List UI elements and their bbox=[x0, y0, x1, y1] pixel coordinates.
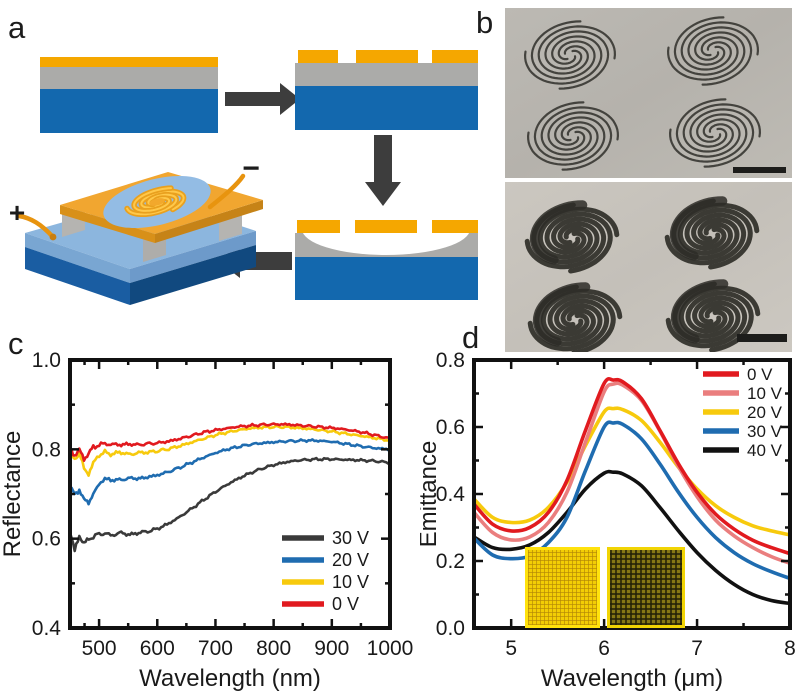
substrate-right-face bbox=[130, 231, 256, 283]
spiral-pattern-group bbox=[523, 16, 762, 171]
y-tick-label: 0.8 bbox=[32, 438, 61, 461]
legend-label: 20 V bbox=[747, 403, 783, 422]
series-curve-30V bbox=[68, 456, 392, 553]
plus-terminal-label: + bbox=[9, 197, 25, 228]
device-3d-illustration: + − bbox=[9, 152, 263, 305]
substrate-front-face bbox=[25, 233, 130, 283]
legend-label: 0 V bbox=[747, 365, 773, 384]
y-tick-label: 0.6 bbox=[32, 528, 61, 551]
y-tick-label: 0.4 bbox=[436, 483, 466, 506]
plate-front-edge bbox=[60, 205, 155, 243]
scale-bar bbox=[733, 167, 786, 173]
sacrificial-layer bbox=[40, 67, 218, 89]
x-tick-label: 700 bbox=[198, 637, 233, 660]
series-curve-0V bbox=[472, 376, 792, 556]
series-curve-40V bbox=[472, 469, 792, 606]
inset-micrograph-bright bbox=[525, 547, 600, 628]
spiral-pattern-group bbox=[524, 196, 761, 352]
x-tick-label: 7 bbox=[691, 637, 703, 660]
gold-segment bbox=[298, 50, 338, 63]
series-curve-20V bbox=[68, 438, 392, 506]
substrate-layer bbox=[40, 89, 218, 133]
x-tick-label: 500 bbox=[82, 637, 117, 660]
legend-label: 30 V bbox=[332, 528, 369, 548]
x-tick-label: 5 bbox=[505, 637, 517, 660]
y-axis-label: Emittance bbox=[420, 441, 442, 548]
x-tick-label: 1000 bbox=[367, 637, 414, 660]
y-tick-label: 0.8 bbox=[436, 349, 465, 372]
schematic-step2-patterned bbox=[295, 50, 478, 130]
x-tick-label: 8 bbox=[784, 637, 796, 660]
schematic-step3-released bbox=[295, 220, 478, 300]
y-tick-label: 0.2 bbox=[436, 550, 465, 573]
etched-cavity bbox=[303, 233, 469, 255]
x-tick-label: 600 bbox=[140, 637, 175, 660]
minus-terminal-label: − bbox=[242, 152, 260, 185]
process-arrow-down bbox=[365, 135, 401, 206]
plate-right-edge bbox=[155, 200, 263, 243]
series-curve-0V bbox=[68, 422, 392, 462]
base-front-face bbox=[25, 247, 130, 305]
panel-label-a: a bbox=[8, 10, 26, 45]
x-tick-label: 6 bbox=[598, 637, 610, 660]
legend-label: 0 V bbox=[332, 594, 359, 614]
wire-bond bbox=[49, 233, 57, 241]
gold-spiral-cutout bbox=[124, 185, 187, 218]
y-axis-label: Reflectance bbox=[0, 431, 26, 558]
negative-wire bbox=[207, 173, 246, 210]
positive-wire bbox=[16, 213, 56, 240]
suspended-gold-segment bbox=[355, 220, 417, 233]
schematic-step1-stack bbox=[40, 57, 218, 133]
panel-label-c: c bbox=[8, 326, 24, 361]
substrate-layer bbox=[295, 86, 478, 130]
x-axis-label: Wavelength (μm) bbox=[541, 665, 723, 692]
reflectance-chart: 500 600 700 800 900 1000 0.4 0.6 0.8 1.0 Wavelengt… bbox=[0, 349, 414, 692]
x-axis-label: Wavelength (nm) bbox=[139, 665, 321, 692]
y-tick-label: 1.0 bbox=[32, 349, 61, 372]
gold-segment bbox=[432, 50, 478, 63]
series-curve-10V bbox=[472, 381, 792, 566]
gold-segment bbox=[432, 220, 478, 233]
panel-label-d: d bbox=[462, 320, 480, 355]
sacrificial-layer bbox=[295, 63, 478, 86]
sem-image-spiral-array-released bbox=[505, 182, 792, 352]
legend-label: 30 V bbox=[747, 422, 783, 441]
substrate-layer bbox=[295, 257, 478, 300]
sem-image-spiral-array-top bbox=[505, 8, 792, 178]
legend-label: 10 V bbox=[332, 572, 369, 592]
gold-segment bbox=[356, 50, 418, 63]
scale-bar bbox=[737, 334, 787, 342]
y-tick-label: 0.6 bbox=[436, 416, 465, 439]
fabrication-schematic: + − bbox=[9, 50, 478, 305]
emittance-chart: 5 6 7 8 0.0 0.2 0.4 0.6 0.8 Wavelength (μm) Emitta… bbox=[420, 349, 796, 692]
y-tick-label: 0.0 bbox=[436, 617, 465, 640]
series-curve-20V bbox=[472, 406, 792, 537]
x-tick-label: 900 bbox=[314, 637, 349, 660]
gold-film-layer bbox=[40, 57, 218, 67]
base-right-face bbox=[130, 245, 256, 305]
gold-segment bbox=[297, 220, 340, 233]
legend-label: 10 V bbox=[747, 384, 783, 403]
process-arrow-right bbox=[225, 83, 300, 115]
legend-label: 40 V bbox=[747, 441, 783, 460]
sem-background bbox=[505, 8, 792, 178]
y-tick-label: 0.4 bbox=[32, 617, 62, 640]
series-curve-10V bbox=[68, 424, 392, 477]
x-tick-label: 800 bbox=[256, 637, 291, 660]
panel-label-b: b bbox=[476, 5, 494, 40]
legend-label: 20 V bbox=[332, 550, 369, 570]
inset-micrograph-dark bbox=[607, 547, 685, 628]
